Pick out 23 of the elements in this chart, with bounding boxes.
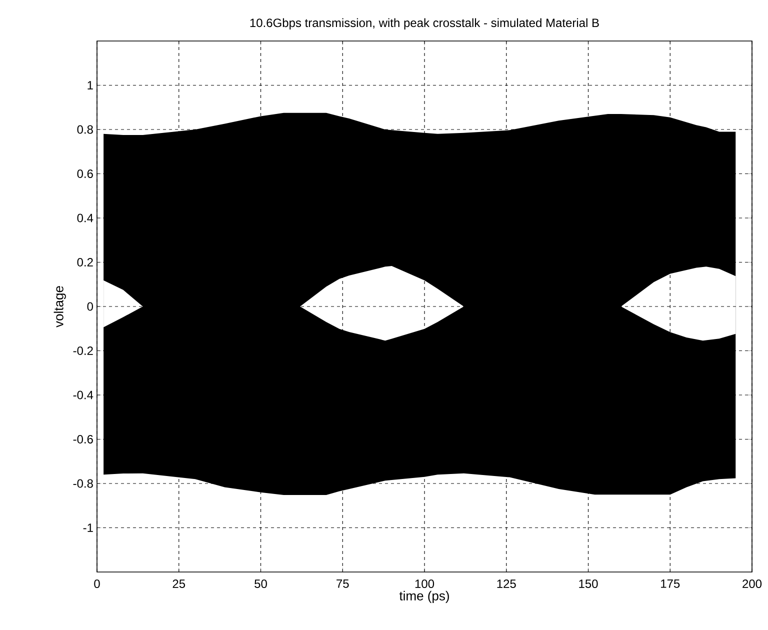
y-tick-label: 0.6 — [77, 170, 93, 178]
y-tick-label: 0.4 — [77, 214, 94, 222]
x-tick-label: 0 — [94, 580, 100, 588]
y-tick-label: 0 — [87, 302, 94, 311]
x-tick-label: 100 — [415, 580, 434, 588]
x-tick-label: 75 — [336, 580, 349, 588]
x-tick-label: 50 — [254, 580, 267, 588]
x-axis-title: time (ps) — [399, 590, 449, 604]
x-tick-label: 200 — [742, 580, 762, 588]
y-tick-label: 0.8 — [77, 125, 93, 134]
x-tick-label: 150 — [579, 580, 598, 588]
x-tick-label: 25 — [172, 580, 186, 588]
y-axis-title: voltage — [54, 286, 66, 328]
y-tick-label: 0.2 — [77, 258, 93, 266]
x-tick-label: 125 — [497, 580, 516, 588]
y-tick-label: -0.8 — [73, 479, 93, 488]
y-tick-label: -0.2 — [73, 346, 93, 355]
y-tick-label: 1 — [88, 81, 93, 90]
y-tick-label: -1 — [83, 524, 93, 532]
y-tick-label: -0.6 — [73, 435, 93, 444]
y-tick-label: -0.4 — [73, 390, 94, 400]
chart-title: 10.6Gbps transmission, with peak crosstalk - simulated Material B — [250, 18, 599, 30]
x-tick-label: 175 — [661, 580, 680, 588]
